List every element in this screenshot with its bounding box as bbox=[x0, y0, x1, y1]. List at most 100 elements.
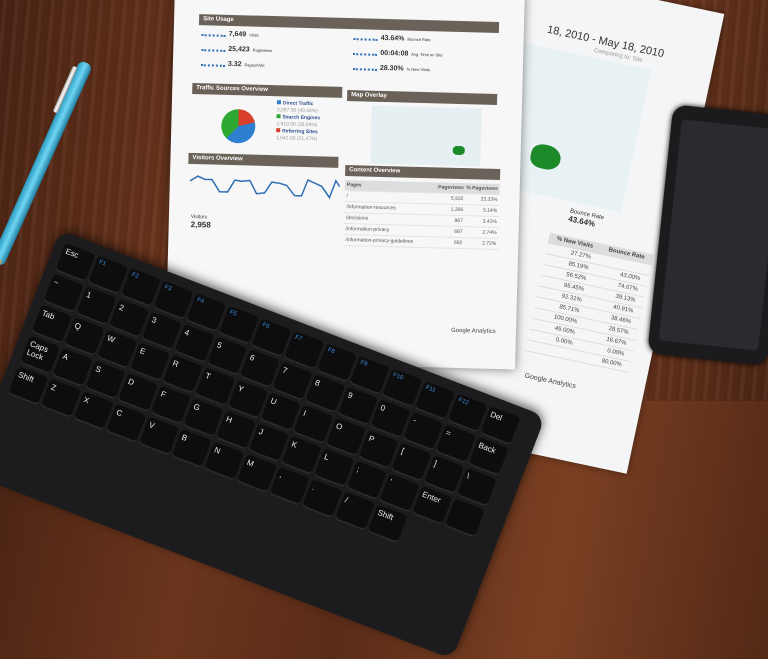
key-label: 8 bbox=[313, 377, 322, 388]
metric-label: Pageviews bbox=[252, 47, 273, 54]
table-cell: /information-resources bbox=[346, 204, 397, 212]
metric-item: 25,423 Pageviews bbox=[201, 45, 272, 54]
table-cell: 23.33% bbox=[480, 196, 498, 203]
metric-label: Bounce Rate bbox=[407, 36, 431, 43]
metric-label: % New Visits bbox=[406, 66, 430, 73]
key-label: 6 bbox=[248, 352, 256, 363]
key-label: Back bbox=[477, 440, 498, 456]
legend-label: Referring Sites bbox=[282, 128, 318, 136]
metric-value: 28.30% bbox=[379, 64, 404, 73]
metric-value: 7,649 bbox=[228, 30, 247, 39]
key-label: Z bbox=[49, 382, 58, 393]
key-label: K bbox=[290, 439, 299, 450]
legend-detail: 1,642.00 (21.47%) bbox=[275, 135, 318, 143]
australia-highlight bbox=[528, 142, 563, 172]
key-label: , bbox=[278, 470, 284, 480]
key-label: O bbox=[334, 421, 344, 432]
map-overlay-header: Map Overlay bbox=[347, 90, 498, 105]
function-key-label: F12 bbox=[457, 397, 470, 407]
key-label: 2 bbox=[117, 302, 126, 313]
metric-item: 00:04:08 Avg. Time on Site bbox=[353, 49, 443, 58]
key-label: 9 bbox=[346, 390, 354, 401]
function-key-label: F5 bbox=[228, 309, 238, 318]
key-label: Q bbox=[73, 320, 83, 332]
key-label: Tab bbox=[40, 308, 56, 322]
key-label: W bbox=[105, 333, 117, 345]
sparkline-icon bbox=[201, 31, 226, 37]
google-analytics-footer: Google Analytics bbox=[450, 327, 496, 335]
column-header: Pages bbox=[346, 182, 362, 189]
key-label: R bbox=[171, 358, 180, 370]
metric-label: Avg. Time on Site bbox=[411, 51, 443, 58]
metric-item: 7,649 Visits bbox=[201, 30, 259, 39]
table-cell: 697 bbox=[454, 228, 463, 236]
metric-item: 28.30%% New Visits bbox=[352, 64, 430, 73]
visitors-line-chart bbox=[189, 175, 341, 200]
metric-value: 3.32 bbox=[227, 60, 242, 69]
key-label: ] bbox=[432, 458, 439, 469]
metric-value: 00:04:08 bbox=[380, 49, 409, 58]
key-label: A bbox=[61, 351, 70, 363]
sparkline-icon bbox=[353, 35, 378, 41]
key-label: ~ bbox=[52, 277, 61, 288]
key-label: ; bbox=[355, 464, 361, 474]
table-cell: 3.41% bbox=[482, 218, 497, 225]
phone-screen bbox=[658, 119, 768, 351]
key-label: F bbox=[159, 389, 168, 400]
table-cell: 2.74% bbox=[482, 229, 497, 236]
table-cell: 2.72% bbox=[482, 240, 497, 247]
table-cell: /information-privacy-guidelines bbox=[345, 237, 414, 245]
key-label: 1 bbox=[85, 290, 93, 301]
google-analytics-footer: Google Analytics bbox=[523, 372, 577, 391]
traffic-sources-header: Traffic Sources Overview bbox=[192, 82, 343, 98]
key-label: Del bbox=[489, 409, 504, 423]
traffic-legend: Direct Traffic 3,097.00 (40.49%) Search En… bbox=[276, 100, 321, 143]
key-label: Shift bbox=[16, 370, 36, 385]
legend-label: Direct Traffic bbox=[282, 100, 314, 108]
table-cell: 5,932 bbox=[450, 195, 464, 203]
metric-value: 43.64% bbox=[380, 34, 405, 43]
sparkline-icon bbox=[201, 46, 226, 52]
metric-value: 25,423 bbox=[228, 45, 250, 54]
key-label: = bbox=[444, 428, 453, 439]
visitors-overview-header: Visitors Overview bbox=[188, 152, 339, 168]
sparkline-icon bbox=[353, 50, 378, 56]
metric-label: Visits bbox=[249, 32, 259, 38]
key-label: E bbox=[138, 346, 147, 357]
function-key-label: F3 bbox=[163, 284, 173, 293]
key-label: J bbox=[257, 427, 265, 437]
key-label: Esc bbox=[64, 246, 80, 260]
key-label: 7 bbox=[281, 365, 289, 376]
legend-label: Search Engines bbox=[282, 114, 321, 122]
table-cell: 5.14% bbox=[482, 207, 498, 214]
content-table: Pages Pageviews% Pageviews / 5,932 23.33% /in… bbox=[343, 179, 500, 251]
australia-highlight bbox=[452, 145, 465, 156]
table-cell: /decisions bbox=[345, 215, 369, 222]
column-header: Pageviews bbox=[438, 184, 464, 192]
key-label: 4 bbox=[183, 327, 191, 338]
table-cell: / bbox=[346, 193, 348, 200]
table-cell: 692 bbox=[453, 239, 463, 247]
key-label: - bbox=[411, 415, 418, 425]
site-usage-header: Site Usage bbox=[198, 14, 500, 33]
traffic-pie-chart bbox=[220, 108, 256, 144]
key-label: P bbox=[367, 433, 376, 445]
table-cell: 1,306 bbox=[450, 206, 464, 214]
metric-item: 3.32 Pages/Visit bbox=[200, 60, 265, 69]
key-label: V bbox=[147, 420, 156, 431]
key-label: ' bbox=[388, 477, 393, 487]
key-label: \ bbox=[465, 471, 471, 481]
key-label: B bbox=[180, 432, 189, 444]
column-header: % Pageviews bbox=[466, 185, 498, 193]
key-label: Y bbox=[236, 383, 245, 394]
key-label: D bbox=[126, 376, 136, 388]
function-key-label: F1 bbox=[98, 259, 107, 268]
key-label: 0 bbox=[379, 403, 387, 414]
metric-label: Pages/Visit bbox=[244, 62, 265, 68]
key-label: X bbox=[82, 395, 91, 406]
key-label: / bbox=[343, 495, 350, 505]
function-key-label: F11 bbox=[424, 384, 437, 394]
visitors-stat: Visitors 2,958 bbox=[191, 214, 211, 230]
metric-item: 43.64% Bounce Rate bbox=[353, 34, 431, 43]
function-key-label: F7 bbox=[294, 334, 303, 343]
